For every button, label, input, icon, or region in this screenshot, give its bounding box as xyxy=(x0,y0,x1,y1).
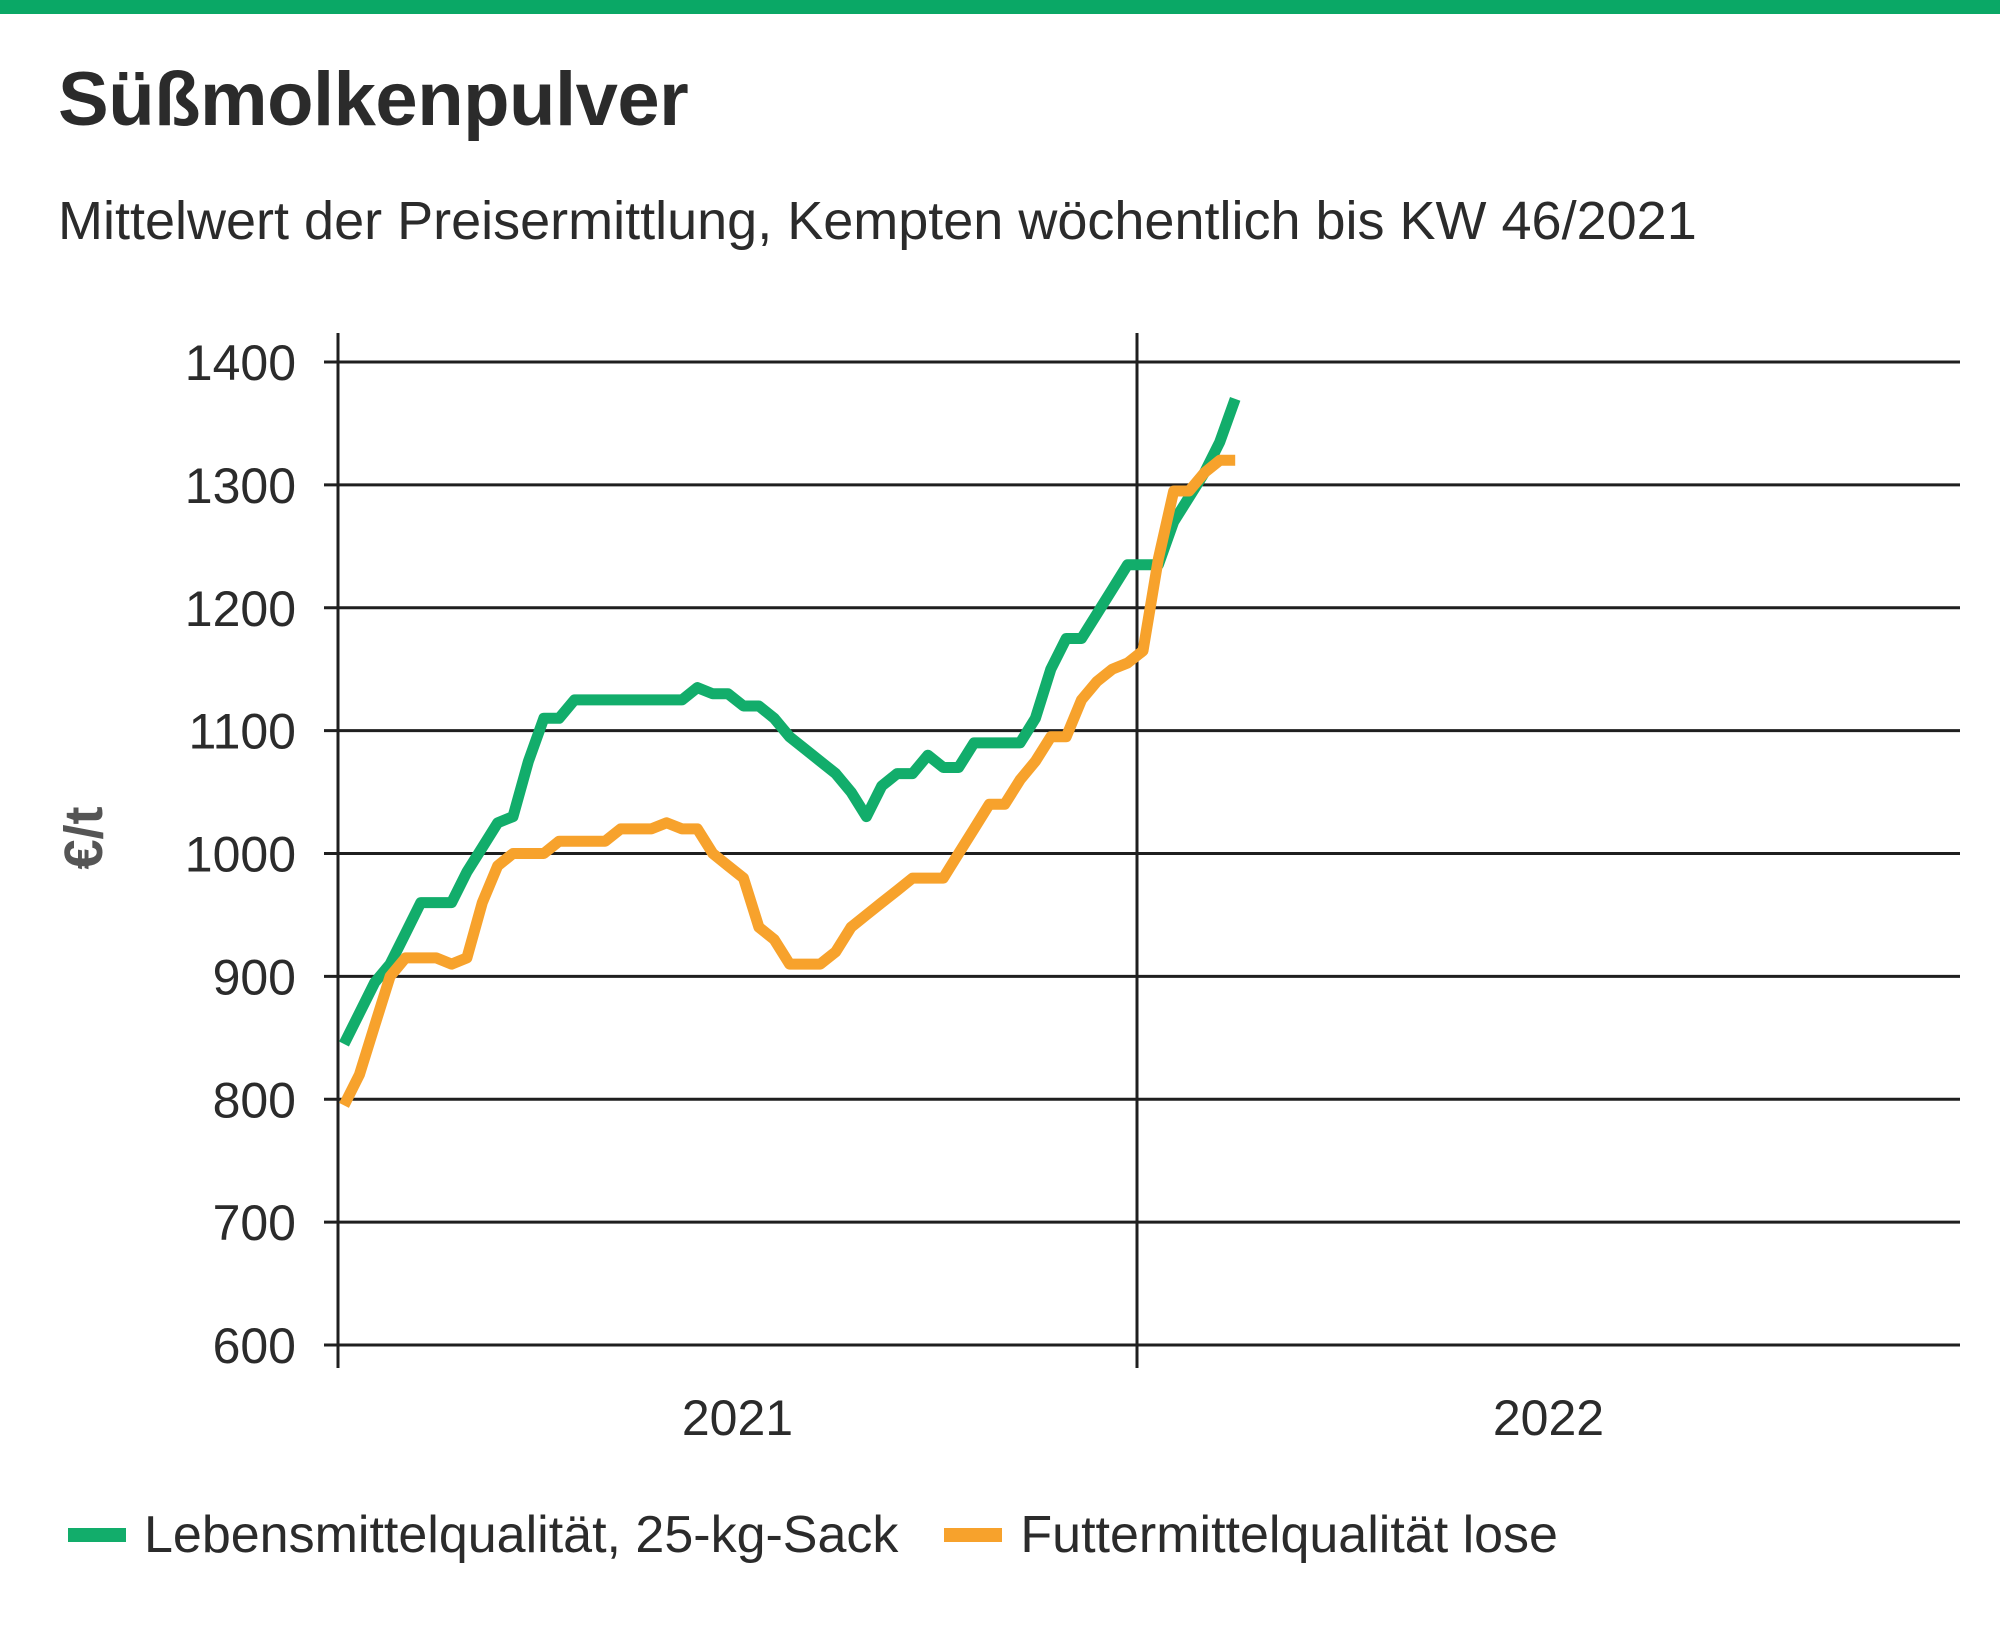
y-tick-label: 1100 xyxy=(188,704,296,760)
chart-subtitle: Mittelwert der Preisermittlung, Kempten … xyxy=(58,191,1697,251)
y-tick-label: 1300 xyxy=(185,458,296,514)
y-tick-label: 900 xyxy=(213,949,296,1005)
x-tick-label-2022: 2022 xyxy=(1493,1390,1604,1446)
y-tick-label: 1400 xyxy=(185,335,296,391)
y-tick-label: 1200 xyxy=(185,581,296,637)
legend-item-orange: Futtermittelqualität lose xyxy=(944,1505,1558,1565)
top-accent-bar xyxy=(0,0,2000,14)
legend-swatch-orange xyxy=(944,1528,1003,1542)
series-line-1 xyxy=(339,454,1236,1108)
y-axis-label: €/t xyxy=(54,806,114,869)
y-tick-label: 600 xyxy=(213,1318,296,1374)
legend: Lebensmittelqualität, 25-kg-Sack Futterm… xyxy=(68,1505,1604,1565)
series-line-0 xyxy=(339,397,1241,1047)
y-tick-label: 800 xyxy=(213,1072,296,1128)
legend-swatch-green xyxy=(68,1528,126,1542)
y-tick-label: 700 xyxy=(213,1195,296,1251)
legend-label-green: Lebensmittelqualität, 25-kg-Sack xyxy=(144,1506,899,1564)
legend-label-orange: Futtermittelqualität lose xyxy=(1020,1506,1558,1564)
x-tick-label-2021: 2021 xyxy=(682,1390,793,1446)
chart-title: Süßmolkenpulver xyxy=(58,57,689,142)
y-tick-label: 1000 xyxy=(185,827,296,883)
legend-item-green: Lebensmittelqualität, 25-kg-Sack xyxy=(68,1505,898,1565)
